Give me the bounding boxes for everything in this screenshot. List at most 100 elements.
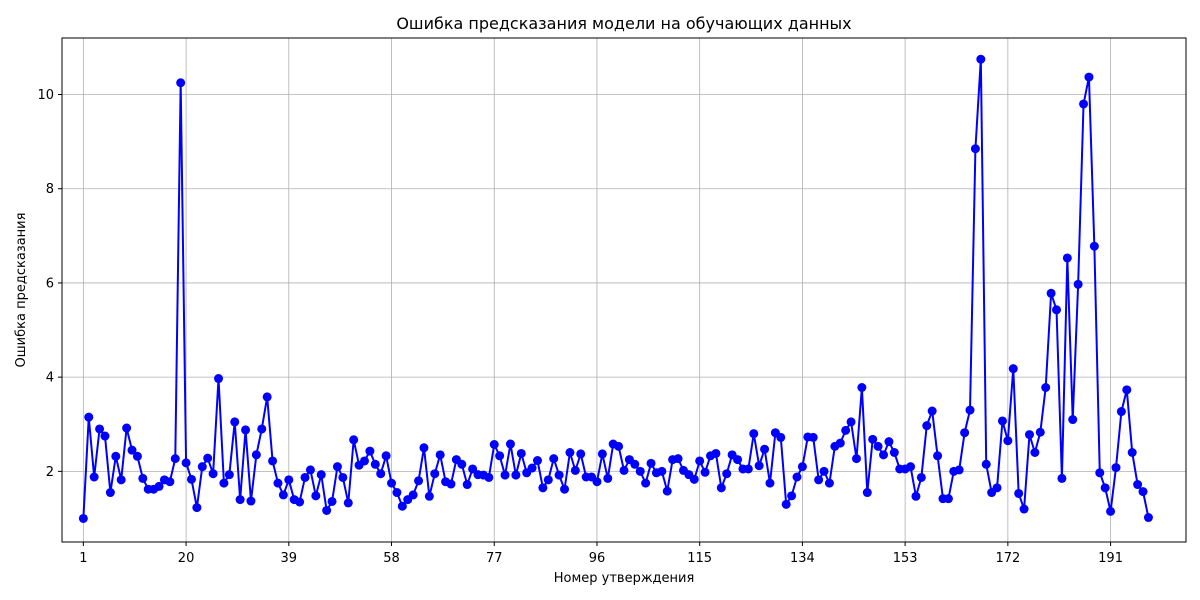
data-point: [1100, 483, 1110, 493]
data-point: [1003, 436, 1013, 446]
data-point: [1035, 427, 1045, 437]
data-point: [570, 465, 580, 475]
data-point: [370, 459, 380, 469]
data-point: [176, 78, 186, 88]
data-point: [630, 459, 640, 469]
data-point: [235, 495, 245, 505]
x-tick-label: 58: [383, 551, 400, 566]
data-point: [484, 472, 494, 482]
data-point: [489, 440, 499, 449]
data-point: [273, 478, 283, 488]
x-axis-label: Номер утверждения: [554, 571, 695, 586]
data-point: [992, 483, 1002, 493]
data-point: [1079, 99, 1089, 109]
data-point: [251, 450, 261, 460]
data-point: [186, 474, 196, 484]
data-point: [965, 405, 975, 415]
y-tick-label: 8: [46, 182, 54, 197]
data-point: [873, 441, 883, 451]
data-point: [1106, 506, 1116, 516]
y-axis-label: Ошибка предсказания: [14, 213, 29, 368]
data-point: [105, 488, 115, 498]
data-point: [305, 465, 315, 475]
data-point: [597, 449, 607, 459]
data-point: [954, 465, 964, 475]
data-point: [1089, 241, 1099, 251]
data-point: [246, 496, 256, 506]
data-point: [268, 456, 278, 466]
data-point: [224, 470, 234, 480]
data-point: [505, 439, 515, 449]
data-point: [262, 392, 272, 402]
data-point: [922, 421, 932, 431]
data-point: [792, 472, 802, 482]
data-point: [765, 478, 775, 488]
data-point: [760, 444, 770, 454]
data-point: [927, 406, 937, 416]
data-point: [1030, 448, 1040, 457]
data-point: [554, 470, 564, 480]
data-point: [733, 455, 743, 465]
data-point: [754, 461, 764, 471]
data-point: [414, 476, 424, 486]
data-point: [614, 441, 624, 451]
data-point: [1041, 383, 1051, 392]
data-point: [1122, 385, 1132, 395]
x-tick-label: 134: [790, 551, 815, 566]
data-point: [857, 383, 867, 392]
data-point: [646, 458, 656, 468]
data-point: [824, 478, 834, 488]
data-point: [446, 479, 456, 489]
data-point: [500, 470, 510, 480]
data-point: [1068, 415, 1078, 425]
data-point: [960, 428, 970, 438]
data-point: [884, 437, 894, 447]
data-point: [430, 469, 440, 479]
data-point: [560, 484, 570, 494]
data-point: [700, 467, 710, 477]
data-point: [662, 486, 672, 496]
data-point: [359, 456, 369, 466]
data-point: [214, 374, 224, 384]
x-tick-label: 172: [995, 551, 1020, 566]
data-point: [181, 458, 191, 468]
y-tick-label: 10: [37, 88, 54, 103]
data-point: [997, 416, 1007, 426]
data-point: [392, 488, 402, 498]
data-point: [127, 445, 137, 455]
data-point: [241, 425, 251, 435]
data-point: [376, 469, 386, 479]
data-point: [381, 451, 391, 461]
data-point: [1008, 364, 1018, 374]
data-point: [781, 499, 791, 509]
data-point: [1062, 253, 1072, 263]
data-point: [516, 448, 526, 458]
data-point: [776, 432, 786, 442]
data-point: [527, 463, 537, 473]
data-point: [835, 438, 845, 448]
data-point: [122, 423, 132, 433]
data-point: [192, 503, 202, 513]
data-point: [495, 451, 505, 461]
data-point: [100, 431, 110, 441]
data-point: [435, 450, 445, 460]
data-point: [511, 470, 521, 480]
x-tick-label: 77: [486, 551, 503, 566]
data-point: [933, 451, 943, 461]
data-point: [284, 475, 294, 485]
data-point: [387, 478, 397, 488]
data-point: [906, 462, 916, 472]
data-point: [408, 490, 418, 500]
data-point: [814, 475, 824, 485]
data-point: [322, 505, 332, 515]
data-point: [943, 494, 953, 504]
data-point: [635, 466, 645, 476]
data-point: [419, 443, 429, 453]
data-point: [641, 478, 651, 488]
data-point: [851, 454, 861, 464]
data-point: [868, 434, 878, 444]
data-point: [981, 459, 991, 469]
data-point: [84, 412, 94, 422]
